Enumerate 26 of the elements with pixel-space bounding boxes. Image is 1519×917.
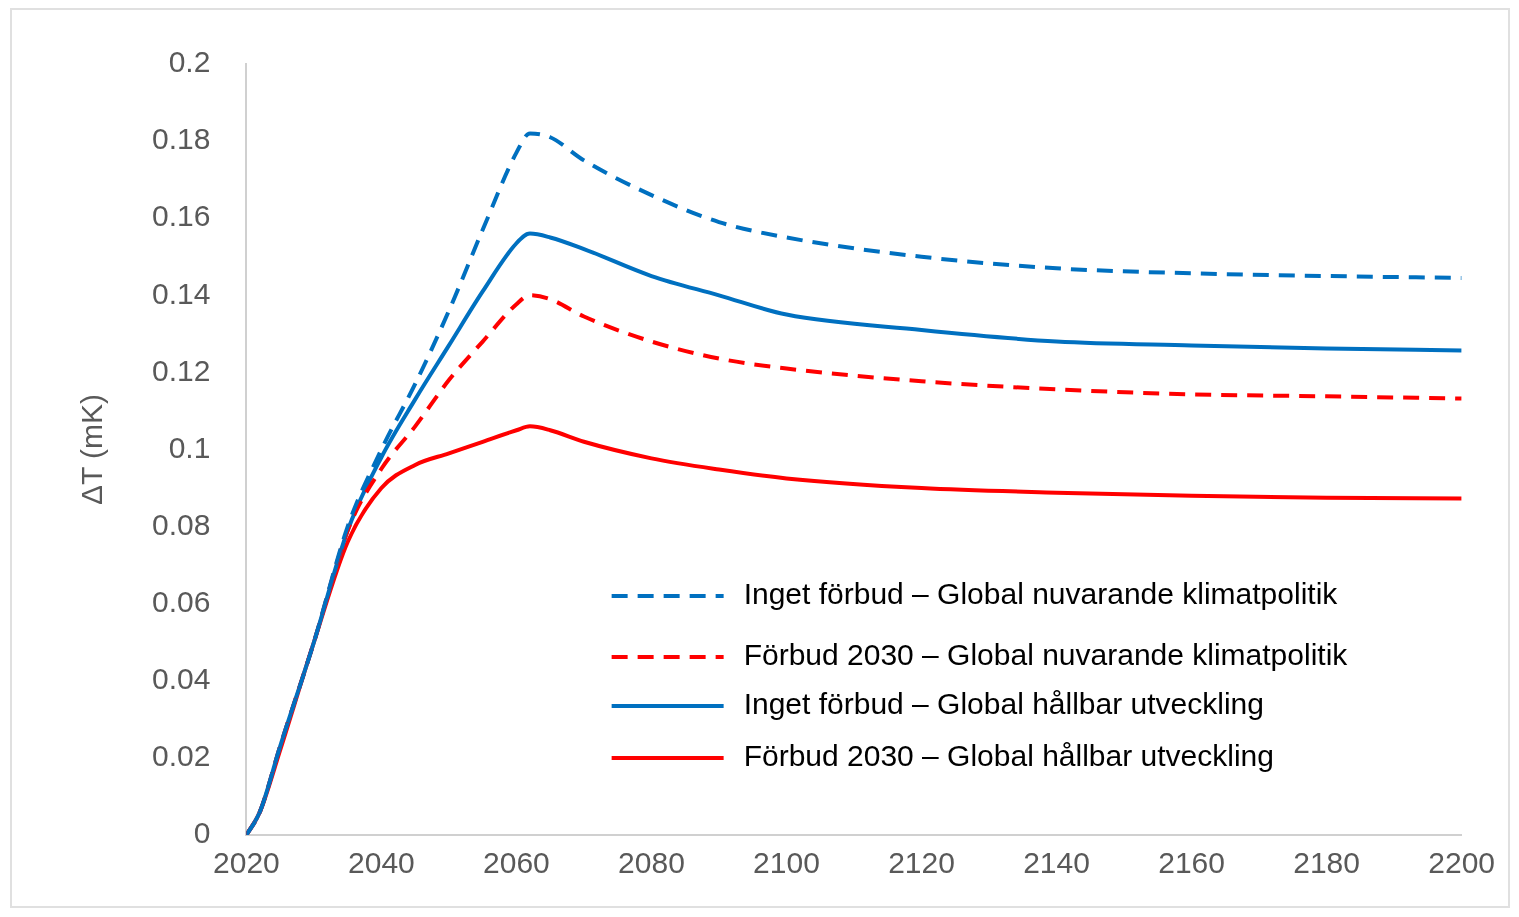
y-tick-label: 0.04 [152,662,211,696]
x-tick-label: 2140 [1023,846,1090,880]
x-tick-label: 2100 [753,846,820,880]
y-axis-title: ΔT (mK) [75,393,109,506]
x-tick-label: 2160 [1158,846,1225,880]
legend-label: Inget förbud – Global nuvarande klimatpolitik [743,577,1339,611]
x-tick-label: 2080 [618,846,685,880]
y-tick-label: 0.14 [152,276,211,310]
x-tick-label: 2040 [348,846,415,880]
y-tick-label: 0.12 [152,353,211,387]
x-tick-label: 2180 [1293,846,1360,880]
y-tick-label: 0.18 [152,122,211,156]
x-tick-label: 2060 [483,846,550,880]
legend-label: Inget förbud – Global hållbar utveckling [743,687,1264,721]
y-tick-label: 0.06 [152,584,211,618]
y-tick-label: 0.2 [168,45,211,79]
y-tick-label: 0 [193,816,211,850]
y-tick-label: 0.1 [168,430,211,464]
x-tick-label: 2200 [1428,846,1496,880]
legend-label: Förbud 2030 – Global nuvarande klimatpolitik [743,638,1349,672]
x-tick-label: 2020 [213,846,280,880]
legend-label: Förbud 2030 – Global hållbar utveckling [743,739,1274,773]
y-tick-label: 0.02 [152,739,211,773]
y-tick-label: 0.08 [152,507,211,541]
y-tick-label: 0.16 [152,199,211,233]
x-tick-label: 2120 [888,846,955,880]
